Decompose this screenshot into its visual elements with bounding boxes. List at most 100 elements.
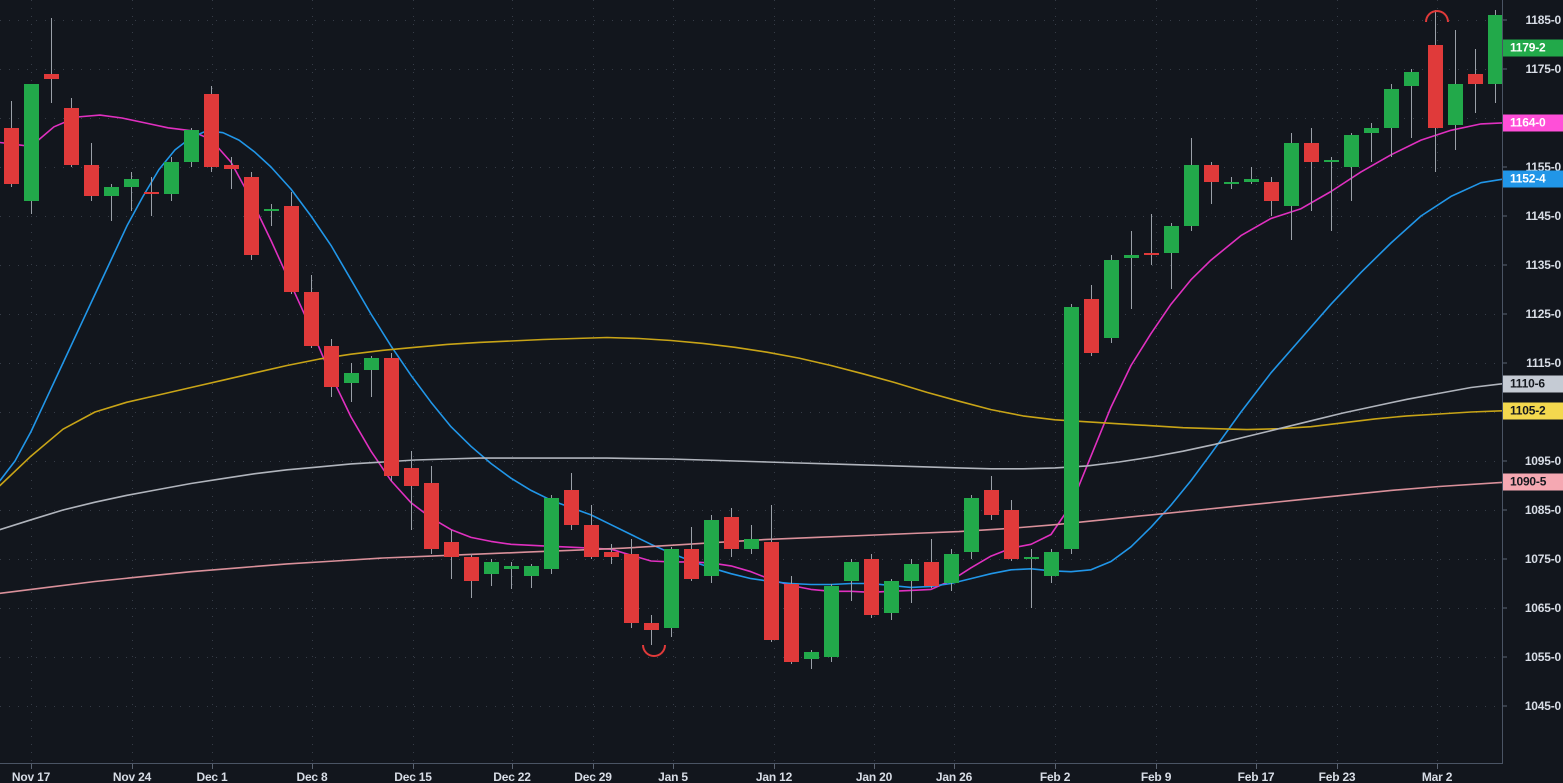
candle-body-down[interactable] [1304,142,1319,163]
candle-body-down[interactable] [224,164,239,170]
price-badge-last-price[interactable]: 1179-2 [1503,39,1563,57]
time-axis[interactable]: Nov 17 Nov 24 Dec 1 Dec 8 Dec 15 Dec 22 Dec 29… [0,764,1503,783]
candle-body-down[interactable] [924,561,939,586]
candle-body-down[interactable] [984,490,999,515]
price-axis[interactable]: 1185-0 1175-0 1155-0 1145-0 1135-0 1125-0 1115… [1503,0,1563,783]
candle-body-up[interactable] [184,130,199,163]
candle-body-up[interactable] [1324,159,1339,163]
candle-body-down[interactable] [384,358,399,476]
price-badge-ma-gray[interactable]: 1110-6 [1503,375,1563,393]
candle-body-down[interactable] [64,108,79,165]
candle-body-down[interactable] [444,541,459,557]
time-tick-label: Dec 15 [394,770,432,783]
candle-body-up[interactable] [24,83,39,202]
plot-right-border [1502,0,1503,764]
candle-body-down[interactable] [304,292,319,346]
candle-wick [811,649,812,670]
gridline-horizontal [0,657,1503,658]
candle-body-up[interactable] [544,497,559,569]
price-badge-ma-salmon[interactable]: 1090-5 [1503,473,1563,491]
candle-body-down[interactable] [564,490,579,525]
candle-body-up[interactable] [1224,181,1239,184]
time-tick-mark [874,764,875,769]
candle-body-up[interactable] [664,549,679,628]
candle-body-down[interactable] [584,524,599,557]
candle-body-up[interactable] [164,162,179,194]
price-tick-mark [1503,215,1507,217]
price-tick-mark [1503,362,1507,364]
price-tick-label: 1065-0 [1524,601,1561,615]
price-badge-ma-magenta[interactable]: 1164-0 [1503,114,1563,132]
candle-body-up[interactable] [744,539,759,550]
candle-body-down[interactable] [1004,510,1019,559]
candle-body-up[interactable] [1164,225,1179,253]
candle-body-down[interactable] [324,345,339,388]
candle-body-down[interactable] [44,73,59,79]
candle-body-up[interactable] [1404,71,1419,87]
candle-body-down[interactable] [604,551,619,557]
candle-body-up[interactable] [364,358,379,371]
candle-body-up[interactable] [804,652,819,660]
candle-body-down[interactable] [764,541,779,640]
candle-body-up[interactable] [884,581,899,613]
candle-body-up[interactable] [1364,127,1379,133]
candle-body-down[interactable] [684,549,699,579]
candle-body-up[interactable] [964,497,979,552]
candle-body-up[interactable] [1044,551,1059,577]
candle-body-down[interactable] [84,164,99,197]
price-badge-ma-gold[interactable]: 1105-2 [1503,402,1563,420]
candle-body-up[interactable] [1244,179,1259,182]
candle-body-up[interactable] [704,519,719,577]
candle-body-down[interactable] [1204,164,1219,182]
candle-body-down[interactable] [4,127,19,185]
candle-body-up[interactable] [1124,255,1139,258]
candle-body-down[interactable] [404,468,419,486]
time-tick-label: Dec 29 [574,770,612,783]
candle-body-up[interactable] [904,563,919,581]
candle-body-up[interactable] [1448,83,1463,126]
candle-body-up[interactable] [824,586,839,657]
candle-body-down[interactable] [144,191,159,194]
price-tick-mark [1503,19,1507,21]
candle-body-down[interactable] [1468,73,1483,84]
time-tick-mark [1337,764,1338,769]
candle-body-up[interactable] [1064,306,1079,550]
candle-body-down[interactable] [1264,181,1279,202]
candle-body-up[interactable] [844,561,859,582]
candle-body-up[interactable] [524,566,539,577]
chart-plot-area[interactable] [0,0,1503,763]
candle-body-up[interactable] [124,179,139,187]
gridline-horizontal [0,314,1503,315]
candle-body-down[interactable] [284,206,299,292]
candle-body-down[interactable] [244,176,259,256]
candle-body-down[interactable] [464,556,479,582]
price-badge-ma-blue[interactable]: 1152-4 [1503,170,1563,188]
candle-body-down[interactable] [644,622,659,631]
candle-body-up[interactable] [944,554,959,584]
gridline-horizontal [0,363,1503,364]
candle-body-up[interactable] [104,186,119,197]
candle-body-up[interactable] [1344,135,1359,167]
candle-body-down[interactable] [624,554,639,623]
candle-body-up[interactable] [1384,88,1399,128]
plot-bottom-border [0,763,1503,764]
candle-body-up[interactable] [504,566,519,569]
candle-body-down[interactable] [864,559,879,616]
candle-body-up[interactable] [484,561,499,574]
candle-body-down[interactable] [424,483,439,550]
candle-body-up[interactable] [264,208,279,212]
time-tick-label: Jan 26 [935,770,973,783]
candle-body-up[interactable] [344,372,359,383]
candle-body-up[interactable] [1184,164,1199,226]
candle-body-down[interactable] [1428,44,1443,128]
time-tick-label: Jan 12 [755,770,793,783]
candle-body-up[interactable] [1024,556,1039,559]
candle-body-down[interactable] [1144,252,1159,256]
candle-body-down[interactable] [204,93,219,167]
candle-body-down[interactable] [1084,299,1099,354]
candle-body-up[interactable] [1284,142,1299,207]
candle-body-up[interactable] [1104,260,1119,339]
candle-body-up[interactable] [1488,15,1503,84]
candle-body-down[interactable] [724,517,739,550]
candle-body-down[interactable] [784,583,799,662]
